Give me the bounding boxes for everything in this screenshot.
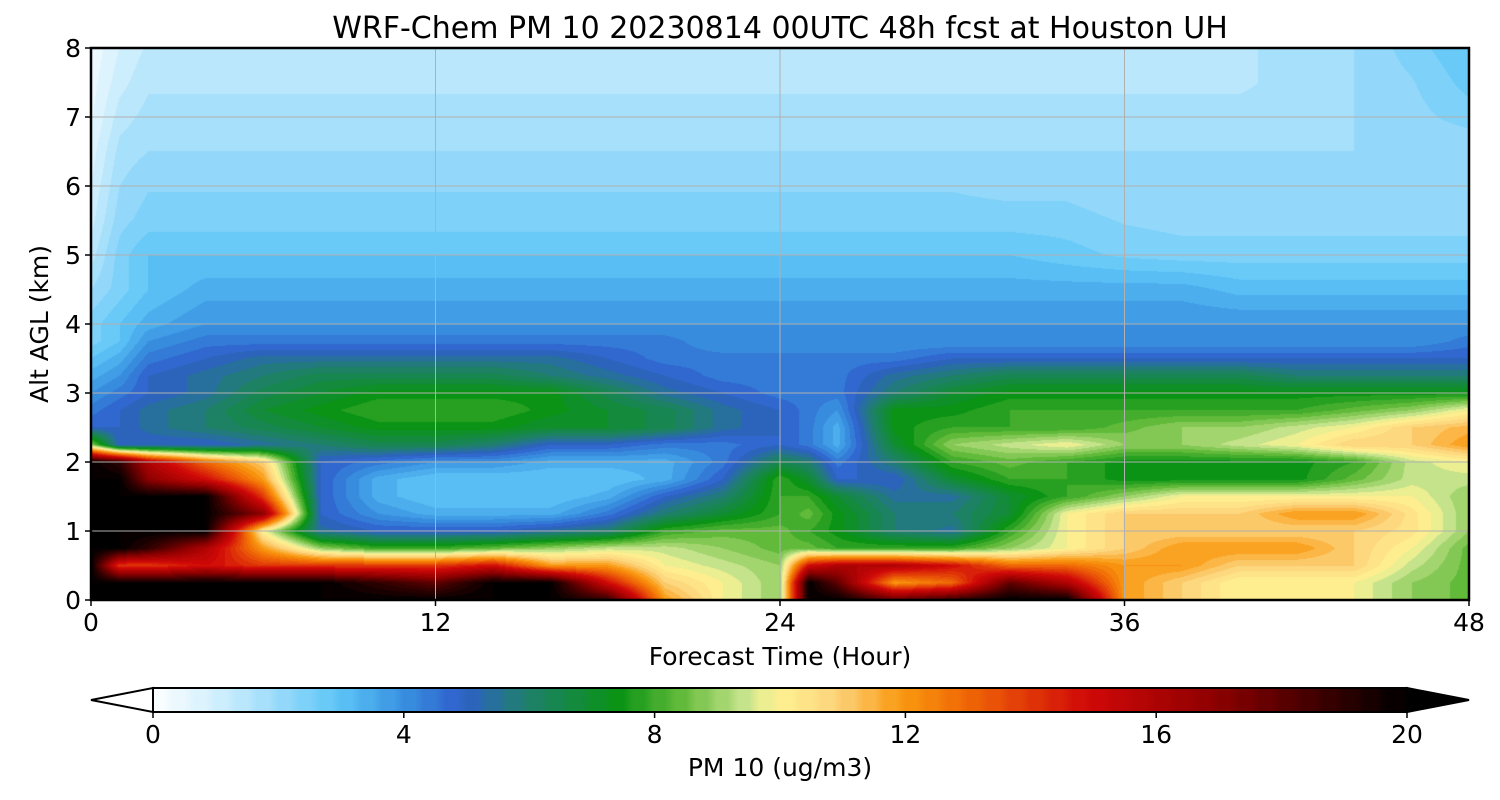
colorbar-tick-label: 20 <box>1391 720 1423 749</box>
x-tick-label: 48 <box>1453 608 1485 637</box>
x-tick-label: 12 <box>420 608 452 637</box>
colorbar-tick-label: 16 <box>1140 720 1172 749</box>
x-tick-label: 24 <box>764 608 796 637</box>
x-axis-ticks: 0 12 24 36 48 <box>83 600 1485 637</box>
colorbar-tick-label: 0 <box>145 720 161 749</box>
colorbar-gradient <box>152 687 1408 713</box>
y-tick-label: 7 <box>65 103 81 132</box>
y-tick-label: 1 <box>65 517 81 546</box>
colorbar-label: PM 10 (ug/m3) <box>688 753 872 782</box>
colorbar-tick-label: 4 <box>396 720 412 749</box>
y-tick-label: 0 <box>65 586 81 615</box>
y-tick-label: 8 <box>65 34 81 63</box>
y-tick-label: 6 <box>65 172 81 201</box>
plot-area <box>89 46 1471 602</box>
chart-title: WRF-Chem PM 10 20230814 00UTC 48h fcst a… <box>332 11 1228 46</box>
colorbar-min-extend <box>90 686 154 714</box>
y-tick-label: 3 <box>65 379 81 408</box>
y-axis-label: Alt AGL (km) <box>25 245 54 403</box>
y-tick-label: 5 <box>65 241 81 270</box>
x-axis-label: Forecast Time (Hour) <box>649 642 912 671</box>
x-tick-label: 36 <box>1109 608 1141 637</box>
colorbar-tick-label: 12 <box>889 720 921 749</box>
y-tick-label: 2 <box>65 448 81 477</box>
x-tick-label: 0 <box>83 608 99 637</box>
colorbar-max-extend <box>1406 686 1470 714</box>
y-tick-label: 4 <box>65 310 81 339</box>
colorbar: 0 4 8 12 16 20 PM 10 (ug/m3) <box>90 686 1470 782</box>
colorbar-ticks: 0 4 8 12 16 20 <box>145 712 1423 749</box>
colorbar-tick-label: 8 <box>647 720 663 749</box>
y-axis-ticks: 0 1 2 3 4 5 6 7 8 <box>65 34 91 615</box>
